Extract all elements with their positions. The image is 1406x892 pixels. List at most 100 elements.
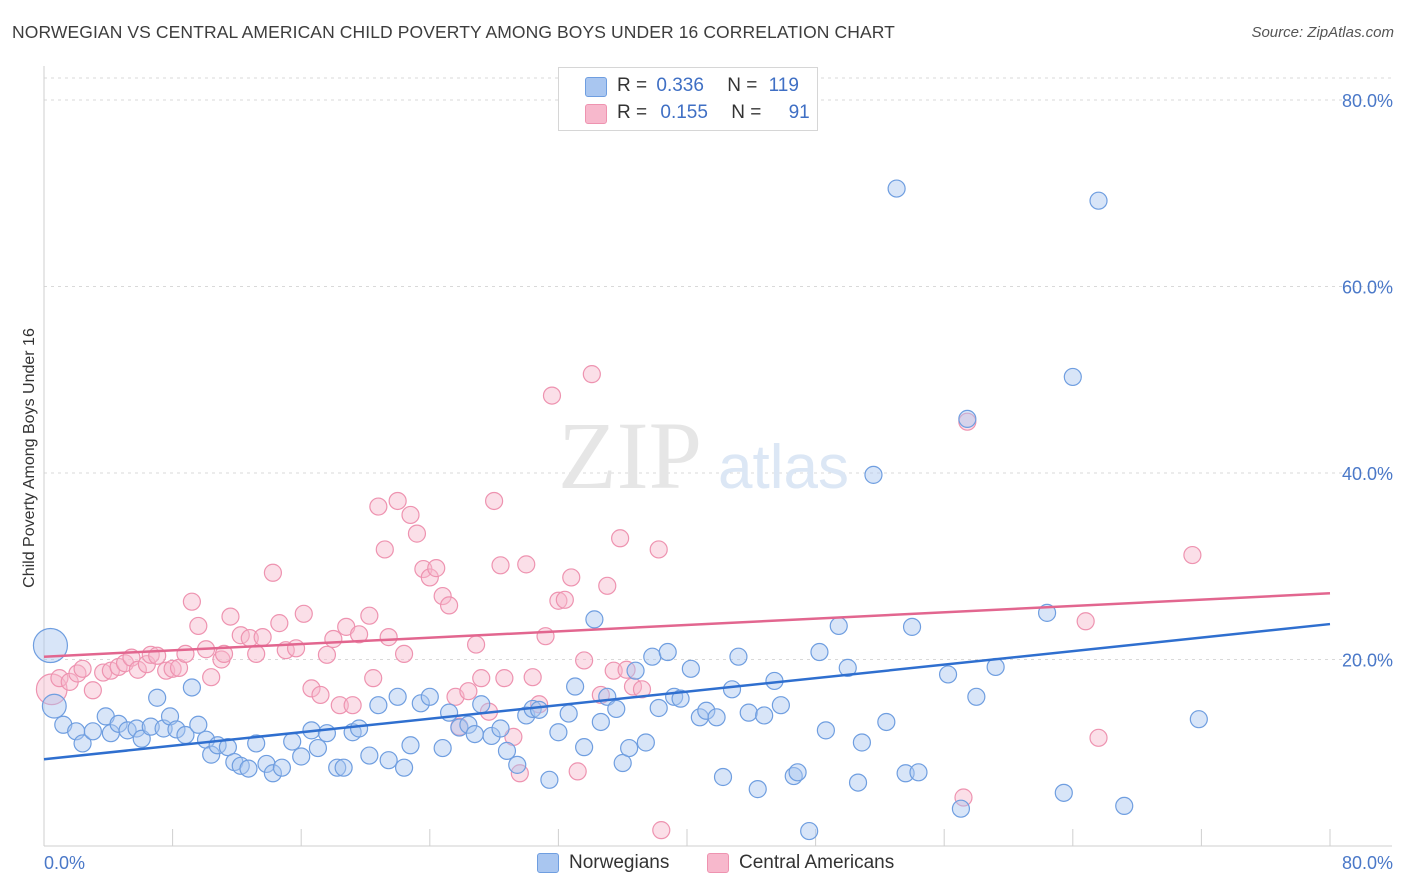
central-american-point — [407, 524, 427, 543]
norwegian-point — [508, 755, 527, 774]
norwegian-point — [247, 734, 266, 753]
central-american-trend-line — [43, 592, 1331, 658]
norwegian-point — [1115, 796, 1134, 816]
tick-labels: 20.0% 40.0% 60.0% 80.0% 0.0% 80.0% — [44, 91, 1393, 873]
norwegian-point — [433, 738, 452, 758]
central-american-point — [214, 644, 234, 663]
central-american-point — [253, 628, 272, 647]
stats-legend: R = 0.336 N = 119 R = 0.155 N = 91 — [558, 67, 818, 131]
norwegian-point — [967, 687, 986, 706]
central-american-point — [324, 629, 343, 649]
norwegian-point — [334, 758, 353, 777]
central-american-point — [495, 669, 514, 688]
norwegian-point — [938, 665, 958, 684]
bottom-legend-label-central-americans: Central Americans — [739, 852, 895, 873]
norwegian-point — [167, 720, 186, 739]
watermark-atlas: atlas — [718, 433, 849, 502]
norwegian-point — [575, 738, 594, 757]
norwegian-point — [816, 721, 835, 740]
legend-r-label: R = — [617, 102, 648, 123]
central-american-point — [221, 607, 240, 626]
norwegian-point — [132, 729, 151, 748]
central-american-point — [649, 540, 668, 559]
central-american-point — [439, 596, 459, 615]
central-american-point — [369, 497, 388, 516]
norwegian-point — [360, 746, 379, 765]
norwegian-point — [401, 736, 420, 755]
central-american-point — [517, 555, 536, 574]
central-american-point — [523, 668, 542, 687]
norwegian-point — [838, 658, 857, 677]
x-tick-label-max: 80.0% — [1342, 853, 1393, 873]
central-american-point — [632, 680, 652, 699]
norwegian-point — [388, 687, 407, 706]
central-american-point — [73, 659, 92, 678]
norwegian-point — [549, 723, 568, 742]
y-tick-label: 60.0% — [1342, 277, 1393, 297]
norwegian-point — [658, 642, 677, 662]
norwegian-point — [317, 724, 337, 743]
central-american-point — [652, 821, 671, 840]
norwegian-point — [896, 764, 915, 783]
central-american-point — [1076, 612, 1095, 631]
central-american-point — [604, 661, 623, 680]
central-american-point — [401, 505, 420, 525]
y-tick-label: 80.0% — [1342, 91, 1393, 111]
norwegian-point — [369, 696, 388, 715]
legend-n-label: N = — [727, 75, 758, 96]
norwegian-point — [1063, 367, 1082, 387]
y-tick-label: 40.0% — [1342, 464, 1393, 484]
norwegian-point — [272, 758, 292, 777]
central-american-point — [330, 696, 349, 715]
legend-swatch-central-americans — [585, 104, 607, 124]
central-american-point — [1183, 545, 1202, 565]
central-american-point — [247, 644, 266, 663]
central-american-point — [189, 616, 208, 636]
norwegian-point — [459, 715, 478, 734]
legend-swatch-norwegians — [585, 77, 607, 97]
central-american-point — [286, 639, 306, 658]
central-american-point — [954, 788, 973, 807]
norwegian-point — [681, 659, 700, 678]
central-american-point — [491, 556, 510, 575]
central-american-point — [427, 559, 446, 578]
norwegian-point — [182, 678, 201, 697]
central-american-point — [302, 679, 321, 698]
central-american-point — [420, 568, 439, 587]
central-american-point — [575, 651, 594, 670]
norwegian-point — [697, 701, 716, 720]
source-label: Source: ZipAtlas.com — [1251, 24, 1394, 41]
norwegian-point — [83, 722, 102, 741]
central-american-point — [459, 682, 478, 701]
central-american-point — [568, 762, 587, 781]
x-tick-label-min: 0.0% — [44, 853, 85, 873]
central-american-point — [50, 669, 69, 688]
central-american-point — [598, 576, 617, 595]
norwegian-point — [722, 680, 742, 699]
norwegian-point — [349, 719, 369, 738]
norwegian-point — [472, 695, 491, 714]
norwegian-point — [491, 719, 510, 738]
norwegian-point — [257, 754, 276, 774]
central-american-point — [263, 563, 283, 582]
norwegian-point — [852, 733, 871, 752]
y-tick-label: 20.0% — [1342, 650, 1393, 670]
norwegian-point — [810, 642, 829, 662]
norwegian-point — [109, 714, 128, 733]
norwegian-point — [530, 700, 549, 719]
norwegian-point — [439, 703, 459, 722]
legend-n-label: N = — [731, 102, 762, 123]
watermark: ZIP atlas — [558, 402, 849, 509]
bottom-legend-swatch-central-americans — [707, 853, 729, 873]
norwegian-point — [864, 465, 883, 484]
norwegian-point — [591, 712, 610, 732]
norwegian-point — [559, 704, 578, 723]
norwegian-point — [729, 647, 748, 666]
norwegian-point — [202, 745, 221, 764]
norwegian-point — [189, 715, 208, 734]
legend-r-label: R = — [617, 75, 648, 96]
norwegian-point — [626, 661, 645, 680]
norwegian-point — [771, 696, 790, 715]
norwegian-point — [420, 687, 439, 706]
